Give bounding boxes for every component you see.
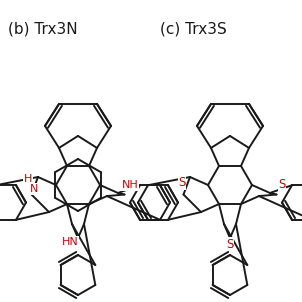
Text: NH: NH (122, 180, 138, 190)
Text: S: S (226, 238, 234, 251)
Text: HN: HN (62, 237, 79, 247)
Text: (b) Trx3N: (b) Trx3N (8, 22, 78, 37)
Text: (c) Trx3S: (c) Trx3S (160, 22, 227, 37)
Text: S: S (178, 176, 186, 189)
Text: H: H (24, 174, 32, 184)
Text: N: N (30, 184, 38, 194)
Text: S: S (278, 178, 286, 191)
